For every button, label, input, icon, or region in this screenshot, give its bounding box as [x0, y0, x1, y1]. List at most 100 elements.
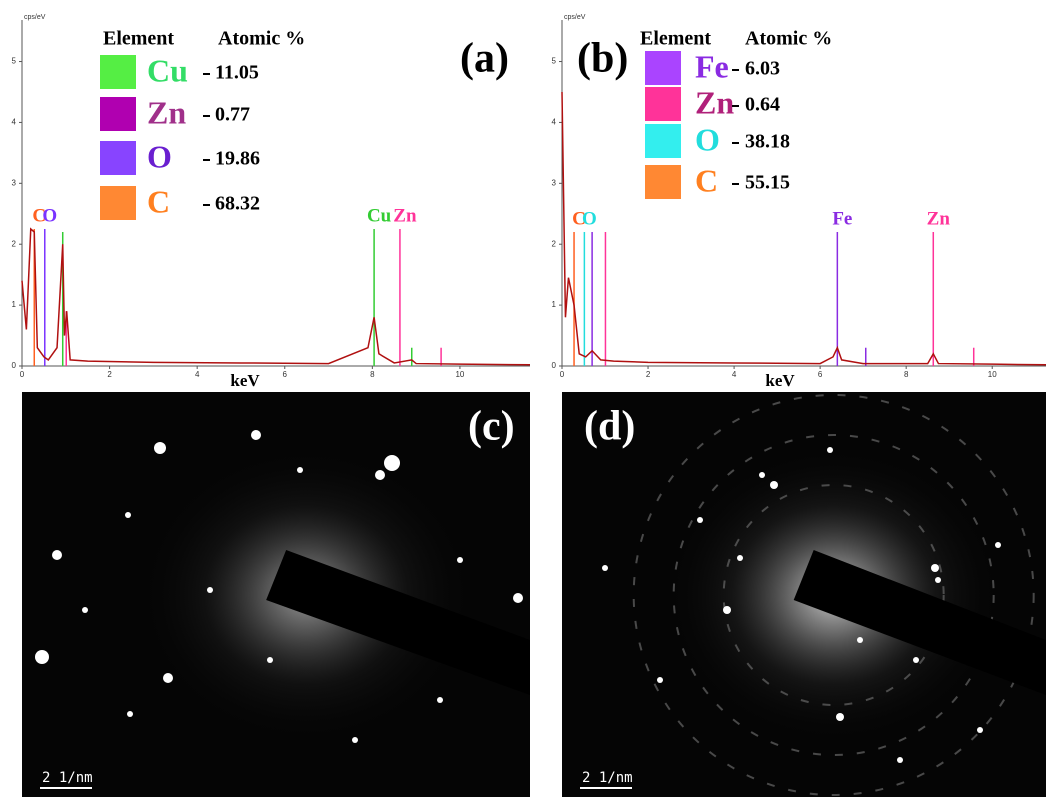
- x-tick-label: 2: [107, 370, 112, 379]
- table-header: Element: [640, 28, 711, 50]
- diffraction-spot: [127, 711, 133, 717]
- x-tick-label: 8: [904, 370, 909, 379]
- swatch: [645, 51, 681, 85]
- diffraction-spot: [125, 512, 131, 518]
- y-unit: cps/eV: [24, 14, 46, 21]
- diffraction-spot: [35, 650, 49, 664]
- diffraction-spot: [163, 673, 173, 683]
- panel-label: (c): [468, 404, 515, 450]
- figure: cps/eV0123450246810keVCOCuZn(a)ElementAt…: [0, 0, 1046, 797]
- marker-label: O: [42, 205, 57, 226]
- diffraction-spot: [52, 550, 62, 560]
- diffraction-spot: [352, 737, 358, 743]
- marker-label: Fe: [832, 208, 852, 229]
- marker-label: Zn: [393, 205, 417, 226]
- swatch: [645, 165, 681, 199]
- atomic-percent: 19.86: [215, 148, 260, 170]
- diffraction-spot: [602, 565, 608, 571]
- x-axis-label: keV: [765, 371, 795, 390]
- element-name: Zn: [147, 94, 186, 130]
- diffraction-spot: [697, 517, 703, 523]
- element-name: Zn: [695, 84, 734, 120]
- y-tick-label: 1: [552, 300, 557, 309]
- atomic-percent: 11.05: [215, 62, 259, 84]
- y-tick-label: 0: [12, 361, 17, 370]
- x-tick-label: 0: [20, 370, 25, 379]
- element-name: C: [147, 183, 170, 219]
- diffraction-spot: [297, 467, 303, 473]
- atomic-percent: 0.77: [215, 104, 250, 126]
- element-name: Cu: [147, 52, 188, 88]
- x-tick-label: 4: [195, 370, 200, 379]
- diffraction-spot: [827, 447, 833, 453]
- y-tick-label: 5: [552, 57, 557, 66]
- swatch: [100, 141, 136, 175]
- diffraction-spot: [437, 697, 443, 703]
- x-tick-label: 10: [455, 370, 464, 379]
- y-tick-label: 1: [12, 300, 17, 309]
- atomic-percent: 38.18: [745, 131, 790, 153]
- panel-label: (a): [460, 36, 509, 82]
- diffraction-spot: [770, 481, 778, 489]
- table-header: Atomic %: [745, 28, 832, 50]
- diffraction-spot: [935, 577, 941, 583]
- y-unit: cps/eV: [564, 14, 586, 21]
- x-tick-label: 6: [818, 370, 823, 379]
- diffraction-spot: [82, 607, 88, 613]
- y-tick-label: 2: [552, 239, 557, 248]
- swatch: [645, 124, 681, 158]
- element-name: O: [695, 121, 720, 157]
- y-tick-label: 3: [552, 178, 557, 187]
- x-tick-label: 2: [646, 370, 651, 379]
- diffraction-spot: [457, 557, 463, 563]
- diffraction-spot: [207, 587, 213, 593]
- diffraction-spot: [857, 637, 863, 643]
- table-header: Atomic %: [218, 28, 305, 50]
- spectrum: [22, 229, 530, 365]
- panel-label: (b): [577, 36, 628, 82]
- diffraction-spot: [977, 727, 983, 733]
- diffraction-spot: [897, 757, 903, 763]
- diffraction-spot: [375, 470, 385, 480]
- scale-bar-label: 2 1/nm: [42, 770, 93, 786]
- element-name: Fe: [695, 48, 729, 84]
- atomic-percent: 0.64: [745, 94, 780, 116]
- y-tick-label: 4: [12, 118, 17, 127]
- diffraction-spot: [384, 455, 400, 471]
- x-tick-label: 4: [732, 370, 737, 379]
- scale-bar-label: 2 1/nm: [582, 770, 633, 786]
- y-tick-label: 3: [12, 178, 17, 187]
- y-tick-label: 0: [552, 361, 557, 370]
- marker-label: Zn: [927, 208, 951, 229]
- diffraction-spot: [657, 677, 663, 683]
- marker-label: Cu: [367, 205, 392, 226]
- y-tick-label: 2: [12, 239, 17, 248]
- atomic-percent: 68.32: [215, 193, 260, 215]
- x-tick-label: 0: [560, 370, 565, 379]
- x-tick-label: 8: [370, 370, 375, 379]
- atomic-percent: 55.15: [745, 172, 790, 194]
- x-tick-label: 6: [283, 370, 288, 379]
- diffraction-spot: [154, 442, 166, 454]
- diffraction-spot: [723, 606, 731, 614]
- swatch: [100, 55, 136, 89]
- diffraction-spot: [995, 542, 1001, 548]
- swatch: [100, 97, 136, 131]
- swatch: [645, 87, 681, 121]
- swatch: [100, 186, 136, 220]
- diffraction-spot: [836, 713, 844, 721]
- marker-label: O: [582, 208, 597, 229]
- diffraction-spot: [267, 657, 273, 663]
- element-name: O: [147, 138, 172, 174]
- diffraction-spot: [251, 430, 261, 440]
- spectrum: [562, 92, 1046, 365]
- diffraction-spot: [913, 657, 919, 663]
- x-tick-label: 10: [988, 370, 997, 379]
- x-axis-label: keV: [230, 371, 260, 390]
- diffraction-spot: [759, 472, 765, 478]
- panel-label: (d): [584, 404, 635, 450]
- y-tick-label: 4: [552, 118, 557, 127]
- element-name: C: [695, 162, 718, 198]
- diffraction-spot: [513, 593, 523, 603]
- diffraction-spot: [737, 555, 743, 561]
